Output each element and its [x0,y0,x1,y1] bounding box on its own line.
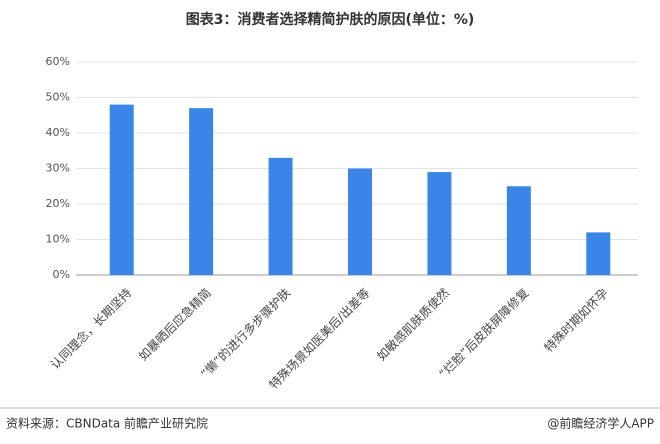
source: 资料来源：CBNData 前瞻产业研究院 [6,416,208,431]
y-tick-label: 40% [46,126,70,139]
x-tick-label: 如暴晒后应急精简 [135,285,213,363]
x-tick-label: “烂脸”后皮肤屏障修复 [436,285,532,381]
y-tick-label: 0% [53,268,70,281]
x-tick-label: 认同理念，长期坚持 [47,285,134,372]
bar [427,172,452,275]
chart-title: 图表3：消费者选择精简护肤的原因(单位：%) [186,11,475,28]
x-tick-label: 特殊时期如怀孕 [541,285,611,355]
y-tick-label: 20% [46,197,70,210]
bar [506,186,531,275]
y-tick-label: 10% [46,233,70,246]
bar [189,108,214,276]
x-tick-label: “懒”的进行多步骤护肤 [197,285,293,381]
y-tick-label: 50% [46,91,70,104]
y-tick-label: 60% [46,55,70,68]
bar [268,157,293,275]
bar [586,232,611,275]
bar [348,168,372,275]
bar [109,104,134,275]
credit: @前瞻经济学人APP [547,416,654,431]
x-tick-label: 如敏感肌肤质使然 [374,285,452,363]
y-tick-label: 30% [46,162,70,175]
